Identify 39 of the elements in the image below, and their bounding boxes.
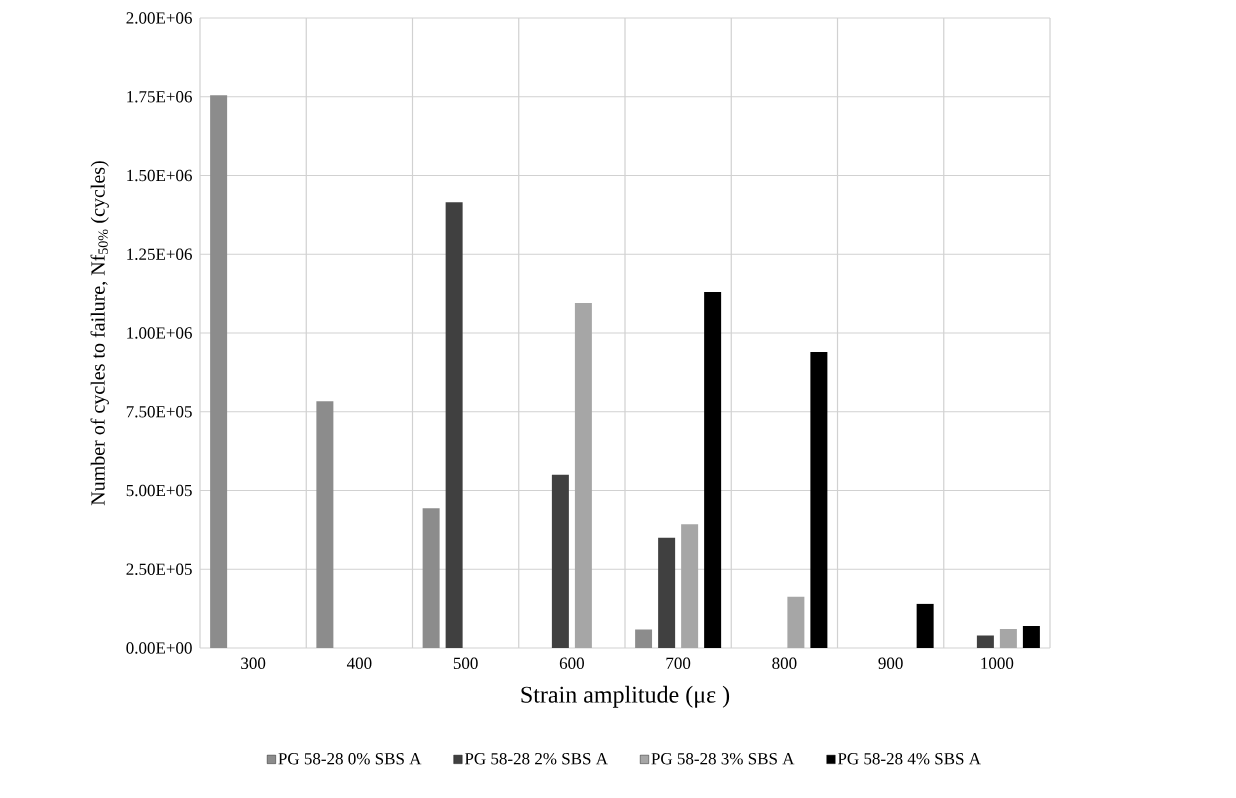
x-tick-label: 300: [241, 657, 266, 670]
y-tick-label: 0.00E+00: [126, 642, 192, 654]
y-tick-label: 2.50E+05: [126, 563, 192, 576]
x-tick-label: 600: [559, 657, 584, 670]
bar: [445, 202, 463, 648]
bar: [551, 474, 569, 648]
x-tick-label: 800: [772, 657, 797, 670]
bar: [1022, 625, 1040, 648]
legend-label: PG 58-28 0% SBS A: [278, 753, 422, 765]
y-tick-label: 5.00E+05: [126, 484, 192, 497]
y-tick-label: 7.50E+05: [126, 405, 192, 418]
bar: [422, 508, 440, 648]
x-tick-label: 500: [453, 657, 478, 670]
x-tick-label: 1000: [981, 657, 1014, 670]
y-axis-title: Number of cycles to failure, Nf$_{50%}$ (cycles): [90, 161, 109, 506]
x-tick-label: 400: [346, 657, 372, 670]
bar: [810, 351, 828, 648]
legend-label: PG 58-28 2% SBS A: [464, 753, 608, 765]
x-tick-label: 700: [666, 657, 691, 670]
y-tick-label: 2.00E+06: [126, 12, 192, 24]
y-tick-label: 1.25E+06: [127, 248, 192, 261]
bar: [210, 95, 228, 648]
x-axis-title: Strain amplitude (με ): [521, 685, 730, 708]
bar: [681, 524, 699, 648]
bar: [316, 401, 334, 648]
legend-label: PG 58-28 3% SBS A: [651, 753, 795, 765]
bar: [916, 603, 934, 648]
bar: [658, 537, 676, 648]
bar: [976, 635, 994, 648]
x-tick-label: 900: [878, 657, 903, 670]
y-tick-label: 1.75E+06: [127, 90, 192, 103]
bar: [704, 292, 722, 648]
y-tick-label: 1.50E+06: [127, 169, 192, 182]
legend-label: PG 58-28 4% SBS A: [837, 753, 981, 765]
y-tick-label: 1.00E+06: [127, 327, 192, 339]
bar: [574, 303, 592, 648]
bar: [787, 596, 805, 648]
bar: [635, 629, 653, 648]
bar: [999, 629, 1017, 648]
